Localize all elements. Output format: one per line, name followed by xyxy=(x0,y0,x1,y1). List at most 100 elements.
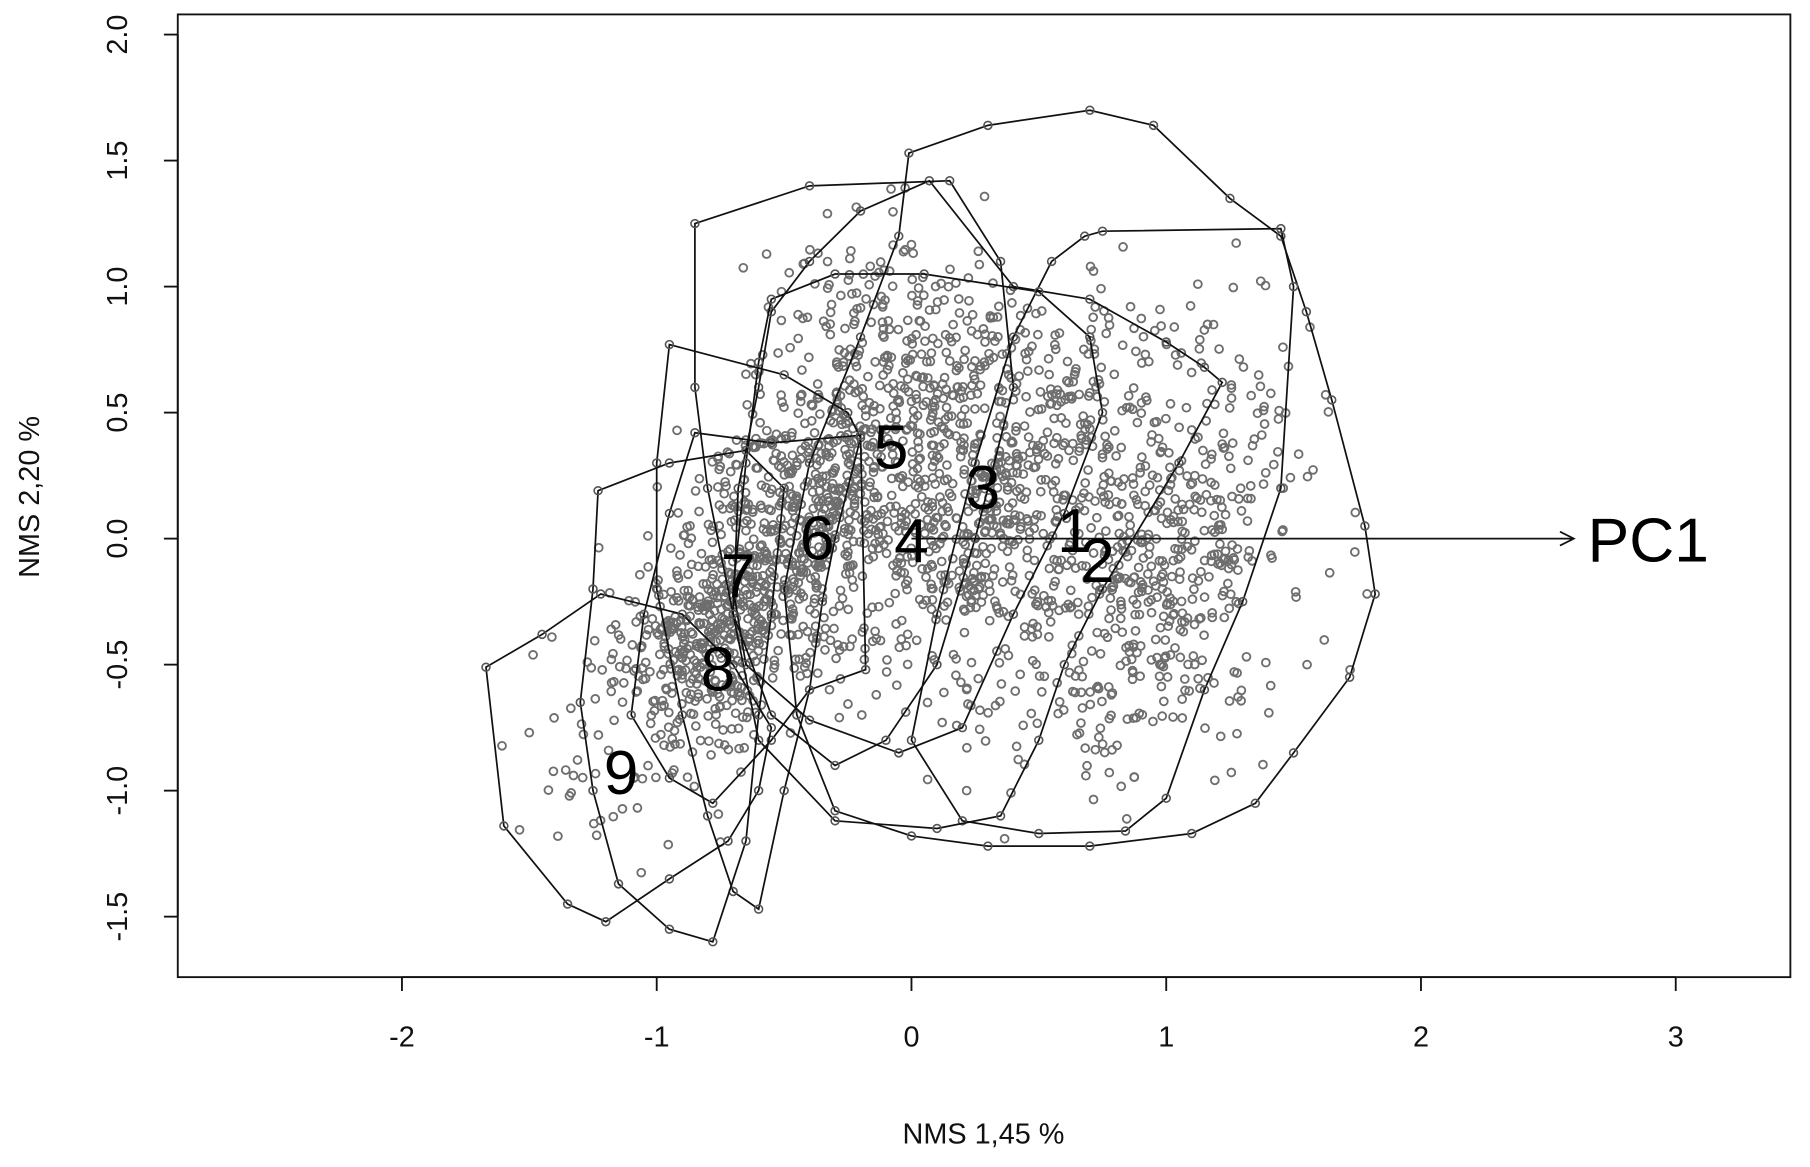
data-point xyxy=(743,566,754,577)
data-point xyxy=(675,615,686,626)
data-point xyxy=(876,442,887,453)
hull-vertex xyxy=(481,662,491,672)
data-point xyxy=(767,673,778,683)
data-point xyxy=(922,697,933,708)
data-point xyxy=(1121,656,1131,667)
data-point xyxy=(1132,417,1143,428)
data-point xyxy=(1199,525,1210,536)
data-point xyxy=(615,634,626,644)
hull-vertex xyxy=(830,806,840,816)
data-point xyxy=(643,562,654,572)
data-point xyxy=(813,496,824,507)
data-point xyxy=(939,475,950,486)
hull-vertex xyxy=(1008,382,1019,393)
data-point xyxy=(1273,446,1283,457)
data-point xyxy=(1000,643,1011,654)
y-tick-label: 1.0 xyxy=(102,267,134,307)
data-point xyxy=(979,403,990,414)
data-point xyxy=(1072,729,1082,740)
data-point xyxy=(1028,462,1039,473)
data-point xyxy=(992,646,1002,656)
data-point xyxy=(1089,349,1100,359)
data-point xyxy=(966,657,977,668)
data-point xyxy=(753,624,763,635)
data-point xyxy=(821,471,832,481)
data-point xyxy=(1226,767,1237,778)
data-point xyxy=(1173,505,1184,515)
data-point xyxy=(712,688,723,699)
data-point xyxy=(927,497,937,508)
data-point xyxy=(1189,619,1200,630)
data-point xyxy=(1056,396,1066,407)
data-point xyxy=(995,696,1005,707)
data-point xyxy=(864,279,875,290)
data-point xyxy=(979,191,990,202)
data-point xyxy=(578,729,589,740)
data-point xyxy=(1084,387,1095,398)
data-point xyxy=(1155,447,1166,458)
hull-vertex xyxy=(894,231,904,241)
data-point xyxy=(868,467,879,478)
data-point xyxy=(946,411,957,421)
data-point xyxy=(1195,683,1205,694)
data-point xyxy=(614,661,625,672)
data-point xyxy=(694,473,705,484)
data-point xyxy=(900,526,911,537)
data-point xyxy=(929,456,940,466)
data-point xyxy=(835,290,846,301)
data-point xyxy=(717,680,728,690)
data-point xyxy=(1140,461,1151,471)
data-point xyxy=(890,521,901,532)
data-point xyxy=(741,525,751,536)
data-point xyxy=(761,579,771,590)
hull-vertex xyxy=(904,148,914,158)
data-point xyxy=(1242,516,1253,526)
hull-vertex xyxy=(1059,659,1070,670)
data-point xyxy=(809,428,820,438)
data-point xyxy=(1085,699,1096,710)
data-point xyxy=(823,434,834,445)
data-point xyxy=(884,597,895,608)
hull-vertex xyxy=(588,785,598,796)
data-point xyxy=(1206,454,1216,464)
data-point xyxy=(736,767,746,777)
data-point xyxy=(669,725,680,736)
data-point xyxy=(700,676,711,686)
data-point xyxy=(805,244,815,255)
hull-vertex xyxy=(792,710,802,720)
data-point xyxy=(725,544,735,555)
data-point xyxy=(694,506,704,517)
data-point xyxy=(791,530,802,541)
data-point xyxy=(1193,279,1203,290)
data-point xyxy=(1021,391,1031,402)
data-point xyxy=(960,489,970,499)
data-point xyxy=(1265,388,1276,399)
data-point xyxy=(948,319,958,330)
data-point xyxy=(1011,448,1022,459)
data-point xyxy=(1214,520,1224,531)
data-point xyxy=(1199,555,1210,566)
data-point xyxy=(1015,669,1026,680)
data-point xyxy=(1117,627,1128,638)
hull-vertex xyxy=(817,596,828,607)
data-point xyxy=(1034,365,1044,375)
data-point xyxy=(593,730,604,740)
data-point xyxy=(798,547,808,557)
data-point xyxy=(1076,718,1086,728)
data-point xyxy=(997,349,1008,360)
data-point xyxy=(1065,585,1076,596)
data-point xyxy=(695,735,706,746)
data-point xyxy=(663,839,674,850)
data-point xyxy=(1141,395,1152,406)
data-point xyxy=(971,590,981,601)
data-point xyxy=(785,342,795,353)
data-point xyxy=(994,497,1005,508)
data-point xyxy=(918,599,928,610)
data-point xyxy=(927,461,938,472)
data-point xyxy=(795,671,806,681)
data-point xyxy=(911,389,921,400)
data-point xyxy=(739,601,749,612)
data-point xyxy=(1162,507,1173,518)
data-point xyxy=(690,486,701,496)
